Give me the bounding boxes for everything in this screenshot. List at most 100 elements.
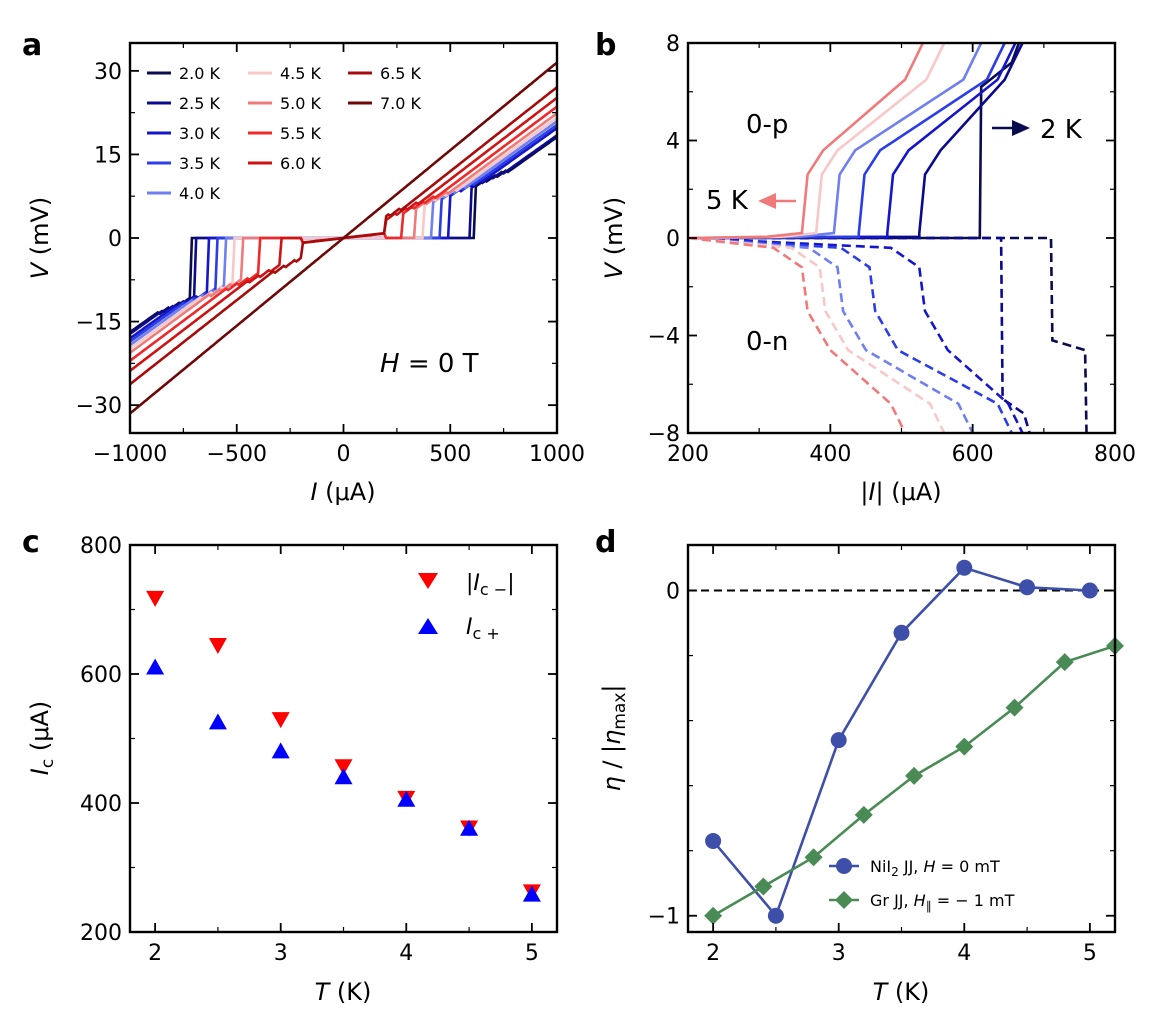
b-ylabel: V (mV)	[600, 197, 628, 280]
d-legend-label-nii2: NiI2 JJ, H = 0 mT	[870, 857, 1000, 879]
d-point-nii2-jj-h-0-mt-2.5	[767, 907, 784, 924]
b-ytick-label-4: 4	[666, 130, 680, 155]
d-point-nii2-jj-h-0-mt-3.5	[893, 624, 910, 641]
panel-d: 2 3 4 5 −1 0 NiI2 JJ, H = 0 mT Gr JJ, H∥ = − …	[598, 543, 1124, 1006]
a-legend-label-7-0-k: 7.0 K	[380, 94, 422, 113]
d-xtick-label-3: 3	[832, 941, 846, 966]
c-point-i-c-3.5	[334, 759, 353, 776]
a-xtick-label--1000: −1000	[93, 442, 167, 467]
b-xtick-label-800: 800	[1094, 442, 1136, 467]
a-ytick-label-30: 30	[94, 60, 122, 85]
c-point-i-c-4.5	[460, 819, 479, 836]
a-xtick-label-1000: 1000	[529, 442, 585, 467]
b-arrow-2k-head	[1012, 120, 1030, 136]
b-xlabel: |I| (μA)	[860, 478, 941, 506]
d-point-gr-jj-h-1-mt-2.4	[754, 877, 773, 896]
c-point-i-c-2	[146, 658, 165, 675]
d-point-nii2-jj-h-0-mt-5	[1081, 582, 1098, 599]
d-ytick-label--1: −1	[648, 905, 680, 930]
a-legend-label-3-5-k: 3.5 K	[179, 154, 221, 173]
a-legend-label-5-5-k: 5.5 K	[280, 124, 322, 143]
d-legend-marker-nii2	[836, 858, 852, 874]
a-legend-label-5-0-k: 5.0 K	[280, 94, 322, 113]
a-legend: 2.0 K 2.5 K 3.0 K 3.5 K 4.0 K 4.5 K 5.0 K 5.5 K…	[147, 64, 422, 203]
d-point-nii2-jj-h-0-mt-4	[956, 559, 973, 576]
c-legend-label-icm: |Ic −|	[466, 571, 515, 599]
a-xtick-label-500: 500	[429, 442, 471, 467]
a-legend-label-6-0-k: 6.0 K	[280, 154, 322, 173]
d-point-gr-jj-h-1-mt-4.4	[1005, 698, 1024, 717]
d-legend-marker-gr	[835, 891, 853, 909]
d-point-nii2-jj-h-0-mt-3	[830, 732, 847, 749]
c-legend: |Ic −| Ic +	[418, 571, 515, 643]
d-xlabel: T (K)	[873, 978, 930, 1006]
b-curve-neg-4-0-k	[687, 236, 974, 434]
a-legend-label-2-0-k: 2.0 K	[179, 64, 221, 83]
a-curve-7-0-k	[129, 61, 558, 415]
b-label-0n: 0-n	[746, 327, 788, 357]
b-ytick-label-0: 0	[666, 227, 680, 252]
c-ytick-label-800: 800	[80, 534, 122, 559]
c-point-i-c-5	[522, 885, 541, 902]
a-field-annotation: H = 0 T	[380, 349, 479, 379]
d-point-gr-jj-h-1-mt-4.8	[1055, 653, 1074, 672]
c-xtick-label-5: 5	[525, 941, 539, 966]
b-curve-pos-5-0-k	[687, 42, 925, 240]
b-curve-neg-5-0-k	[687, 236, 907, 434]
b-curve-neg-3-5-k	[687, 236, 1013, 434]
panel-label-c: c	[22, 525, 40, 560]
panel-c: 2 3 4 5 200 400 600 800 |Ic −| Ic + T (K) Ic (μ…	[26, 534, 559, 1006]
b-curve-pos-4-5-k	[687, 42, 946, 240]
b-curve-neg-3-0-k	[687, 236, 1024, 434]
b-arrow-5k: 5 K	[706, 186, 796, 216]
a-legend-label-4-0-k: 4.0 K	[179, 184, 221, 203]
a-xtick-label-0: 0	[337, 442, 351, 467]
c-point-i-c-2	[146, 590, 165, 607]
c-point-i-c-3.5	[334, 768, 353, 785]
c-ytick-label-400: 400	[80, 792, 122, 817]
c-point-i-c-4	[397, 790, 416, 807]
c-xlabel: T (K)	[315, 978, 372, 1006]
a-ytick-label--30: −30	[76, 394, 122, 419]
panel-label-d: d	[595, 525, 616, 560]
b-ytick-label--8: −8	[648, 422, 680, 447]
a-legend-label-2-5-k: 2.5 K	[179, 94, 221, 113]
a-ylabel: V (mV)	[26, 197, 54, 280]
d-point-gr-jj-h-1-mt-3.2	[854, 805, 873, 824]
b-ytick-label--4: −4	[648, 325, 680, 350]
c-ytick-label-600: 600	[80, 663, 122, 688]
c-point-i-c-2.5	[208, 637, 227, 654]
d-ticks: 2 3 4 5 −1 0	[648, 545, 1115, 966]
b-curve-pos-3-5-k	[687, 42, 1006, 240]
c-points	[146, 590, 541, 902]
c-xtick-label-2: 2	[148, 941, 162, 966]
a-curve-5-0-k	[129, 112, 558, 354]
b-curve-neg-4-5-k	[687, 236, 946, 434]
b-label-0p: 0-p	[746, 110, 788, 140]
panel-label-a: a	[22, 28, 42, 63]
d-ylabel: η / |ηmax|	[598, 684, 630, 791]
d-xtick-label-4: 4	[957, 941, 971, 966]
d-curves	[688, 559, 1124, 925]
c-point-i-c-3	[271, 712, 290, 729]
c-xtick-label-4: 4	[399, 941, 413, 966]
panel-a: −1000 −500 0 500 1000 −30 −15 0 15 30 2.0 K 2.5 K 3…	[26, 41, 585, 506]
c-legend-marker-icp	[418, 618, 438, 634]
b-xtick-label-400: 400	[809, 442, 851, 467]
b-curves	[687, 42, 1088, 434]
c-point-i-c-3	[271, 742, 290, 759]
panel-b: 200 400 600 800 −8 −4 0 4 8 0-p 0-n 2 K 5 K |I| …	[600, 32, 1136, 506]
a-legend-label-3-0-k: 3.0 K	[179, 124, 221, 143]
panel-label-b: b	[595, 28, 616, 63]
a-ytick-label-15: 15	[94, 143, 122, 168]
d-point-gr-jj-h-1-mt-2.8	[804, 848, 823, 867]
b-arrow-2k: 2 K	[992, 115, 1083, 145]
d-point-gr-jj-h-1-mt-4	[955, 737, 974, 756]
c-legend-marker-icm	[418, 573, 438, 589]
a-ytick-label--15: −15	[76, 311, 122, 336]
b-curve-pos-4-0-k	[687, 42, 983, 240]
d-xtick-label-2: 2	[706, 941, 720, 966]
a-xtick-label--500: −500	[207, 442, 267, 467]
a-ticks: −1000 −500 0 500 1000 −30 −15 0 15 30	[76, 43, 585, 467]
b-curve-neg-2-5-k	[688, 236, 1031, 434]
